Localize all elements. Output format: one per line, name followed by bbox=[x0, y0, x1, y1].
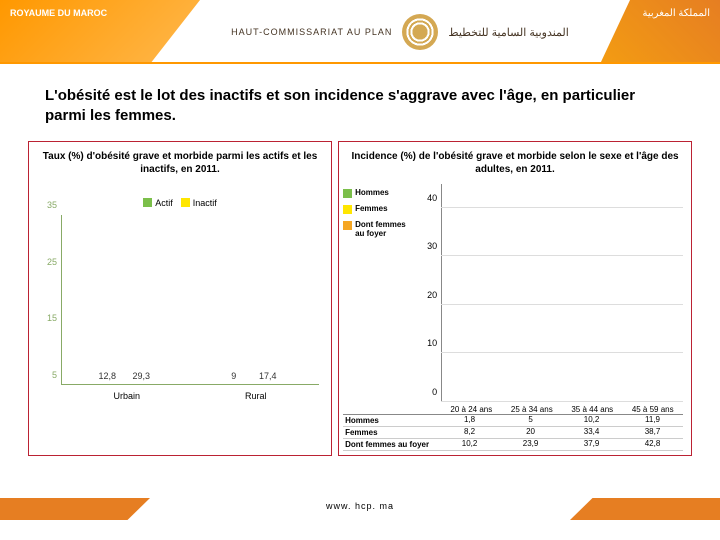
chart1-x-labels: Urbain Rural bbox=[61, 391, 319, 401]
header-arabic: المندوبية السامية للتخطيط bbox=[448, 26, 568, 39]
bar-value: 29,3 bbox=[133, 371, 151, 381]
legend-label: Inactif bbox=[193, 198, 217, 208]
gridline bbox=[441, 352, 683, 353]
table-cell: 1,8 bbox=[439, 415, 500, 426]
table-cells: 8,22033,438,7 bbox=[435, 427, 683, 438]
table-row: Femmes8,22033,438,7 bbox=[343, 427, 683, 439]
y-tick: 40 bbox=[427, 193, 437, 203]
chart-obesity-age-sex: Incidence (%) de l'obésité grave et morb… bbox=[338, 141, 692, 456]
x-label: 35 à 44 ans bbox=[571, 405, 613, 414]
table-cell: 10,2 bbox=[561, 415, 622, 426]
chart2-y-axis: 0 10 20 30 40 bbox=[421, 184, 439, 402]
chart-obesity-activity: Taux (%) d'obésité grave et morbide parm… bbox=[28, 141, 332, 456]
table-cell: 8,2 bbox=[439, 427, 500, 438]
bar-value: 12,8 bbox=[99, 371, 117, 381]
table-cell: 42,8 bbox=[622, 439, 683, 450]
table-row-label: Femmes bbox=[343, 427, 435, 438]
chart1-plot: 5152535 12,829,3917,4 bbox=[41, 215, 319, 385]
y-tick: 0 bbox=[432, 387, 437, 397]
y-tick: 25 bbox=[47, 257, 57, 267]
legend-swatch bbox=[343, 205, 352, 214]
table-cells: 1,8510,211,9 bbox=[435, 415, 683, 426]
y-tick: 20 bbox=[427, 290, 437, 300]
chart2-title: Incidence (%) de l'obésité grave et morb… bbox=[339, 142, 691, 180]
x-label: 45 à 59 ans bbox=[632, 405, 674, 414]
bar-value: 9 bbox=[231, 371, 236, 381]
y-tick: 5 bbox=[52, 370, 57, 380]
table-row-label: Hommes bbox=[343, 415, 435, 426]
gridline bbox=[441, 304, 683, 305]
header-subtitle: HAUT-COMMISSARIAT AU PLAN bbox=[231, 27, 392, 37]
chart2-data-table: Hommes1,8510,211,9Femmes8,22033,438,7Don… bbox=[343, 414, 683, 451]
footer-right-band bbox=[570, 498, 720, 520]
chart1-title: Taux (%) d'obésité grave et morbide parm… bbox=[29, 142, 331, 180]
header-left-text: ROYAUME DU MAROC bbox=[0, 0, 200, 26]
table-cell: 10,2 bbox=[439, 439, 500, 450]
gridline bbox=[441, 401, 683, 402]
table-cells: 10,223,937,942,8 bbox=[435, 439, 683, 450]
legend-label: Actif bbox=[155, 198, 173, 208]
legend-item: Actif bbox=[143, 198, 173, 208]
chart2-body: Hommes Femmes Dont femmes au foyer 0 10 20 30… bbox=[339, 180, 691, 414]
y-tick: 15 bbox=[47, 313, 57, 323]
bar-value: 17,4 bbox=[259, 371, 277, 381]
legend-swatch bbox=[143, 198, 152, 207]
legend-swatch bbox=[343, 189, 352, 198]
legend-label: Dont femmes au foyer bbox=[355, 220, 417, 239]
logo-icon bbox=[402, 14, 438, 50]
table-row-label: Dont femmes au foyer bbox=[343, 439, 435, 450]
table-cell: 37,9 bbox=[561, 439, 622, 450]
chart2-x-labels: 20 à 24 ans 25 à 34 ans 35 à 44 ans 45 à 59… bbox=[441, 405, 683, 414]
x-label: Rural bbox=[245, 391, 267, 401]
x-label: 20 à 24 ans bbox=[450, 405, 492, 414]
header-center: HAUT-COMMISSARIAT AU PLAN المندوبية السا… bbox=[200, 0, 600, 64]
chart2-plot: 0 10 20 30 40 bbox=[421, 184, 683, 402]
legend-item: Dont femmes au foyer bbox=[343, 220, 417, 239]
chart2-bars bbox=[441, 184, 681, 402]
table-cell: 23,9 bbox=[500, 439, 561, 450]
legend-swatch bbox=[181, 198, 190, 207]
header-left-band: ROYAUME DU MAROC bbox=[0, 0, 200, 64]
legend-item: Hommes bbox=[343, 188, 417, 198]
legend-item: Femmes bbox=[343, 204, 417, 214]
x-label: Urbain bbox=[114, 391, 141, 401]
table-cell: 11,9 bbox=[622, 415, 683, 426]
footer: www. hcp. ma bbox=[0, 498, 720, 520]
y-tick: 30 bbox=[427, 241, 437, 251]
chart1-legend: Actif Inactif bbox=[29, 198, 331, 210]
table-cell: 20 bbox=[500, 427, 561, 438]
legend-swatch bbox=[343, 221, 352, 230]
y-tick: 35 bbox=[47, 200, 57, 210]
charts-container: Taux (%) d'obésité grave et morbide parm… bbox=[0, 135, 720, 456]
gridline bbox=[441, 255, 683, 256]
page-title: L'obésité est le lot des inactifs et son… bbox=[0, 64, 720, 135]
table-cell: 33,4 bbox=[561, 427, 622, 438]
table-cell: 5 bbox=[500, 415, 561, 426]
header: ROYAUME DU MAROC HAUT-COMMISSARIAT AU PL… bbox=[0, 0, 720, 64]
chart1-y-axis: 5152535 bbox=[41, 215, 59, 385]
legend-label: Hommes bbox=[355, 188, 389, 198]
table-row: Dont femmes au foyer10,223,937,942,8 bbox=[343, 439, 683, 451]
gridline bbox=[441, 207, 683, 208]
table-row: Hommes1,8510,211,9 bbox=[343, 415, 683, 427]
table-cell: 38,7 bbox=[622, 427, 683, 438]
header-underline bbox=[0, 62, 720, 64]
legend-label: Femmes bbox=[355, 204, 387, 214]
chart2-legend: Hommes Femmes Dont femmes au foyer bbox=[339, 180, 421, 414]
legend-item: Inactif bbox=[181, 198, 217, 208]
header-right-text: المملكة المغربية bbox=[600, 0, 720, 27]
chart1-bars: 12,8 29,3 9 17,4 bbox=[61, 215, 314, 385]
header-right-band: المملكة المغربية bbox=[600, 0, 720, 64]
x-label: 25 à 34 ans bbox=[511, 405, 553, 414]
y-tick: 10 bbox=[427, 338, 437, 348]
footer-left-band bbox=[0, 498, 150, 520]
